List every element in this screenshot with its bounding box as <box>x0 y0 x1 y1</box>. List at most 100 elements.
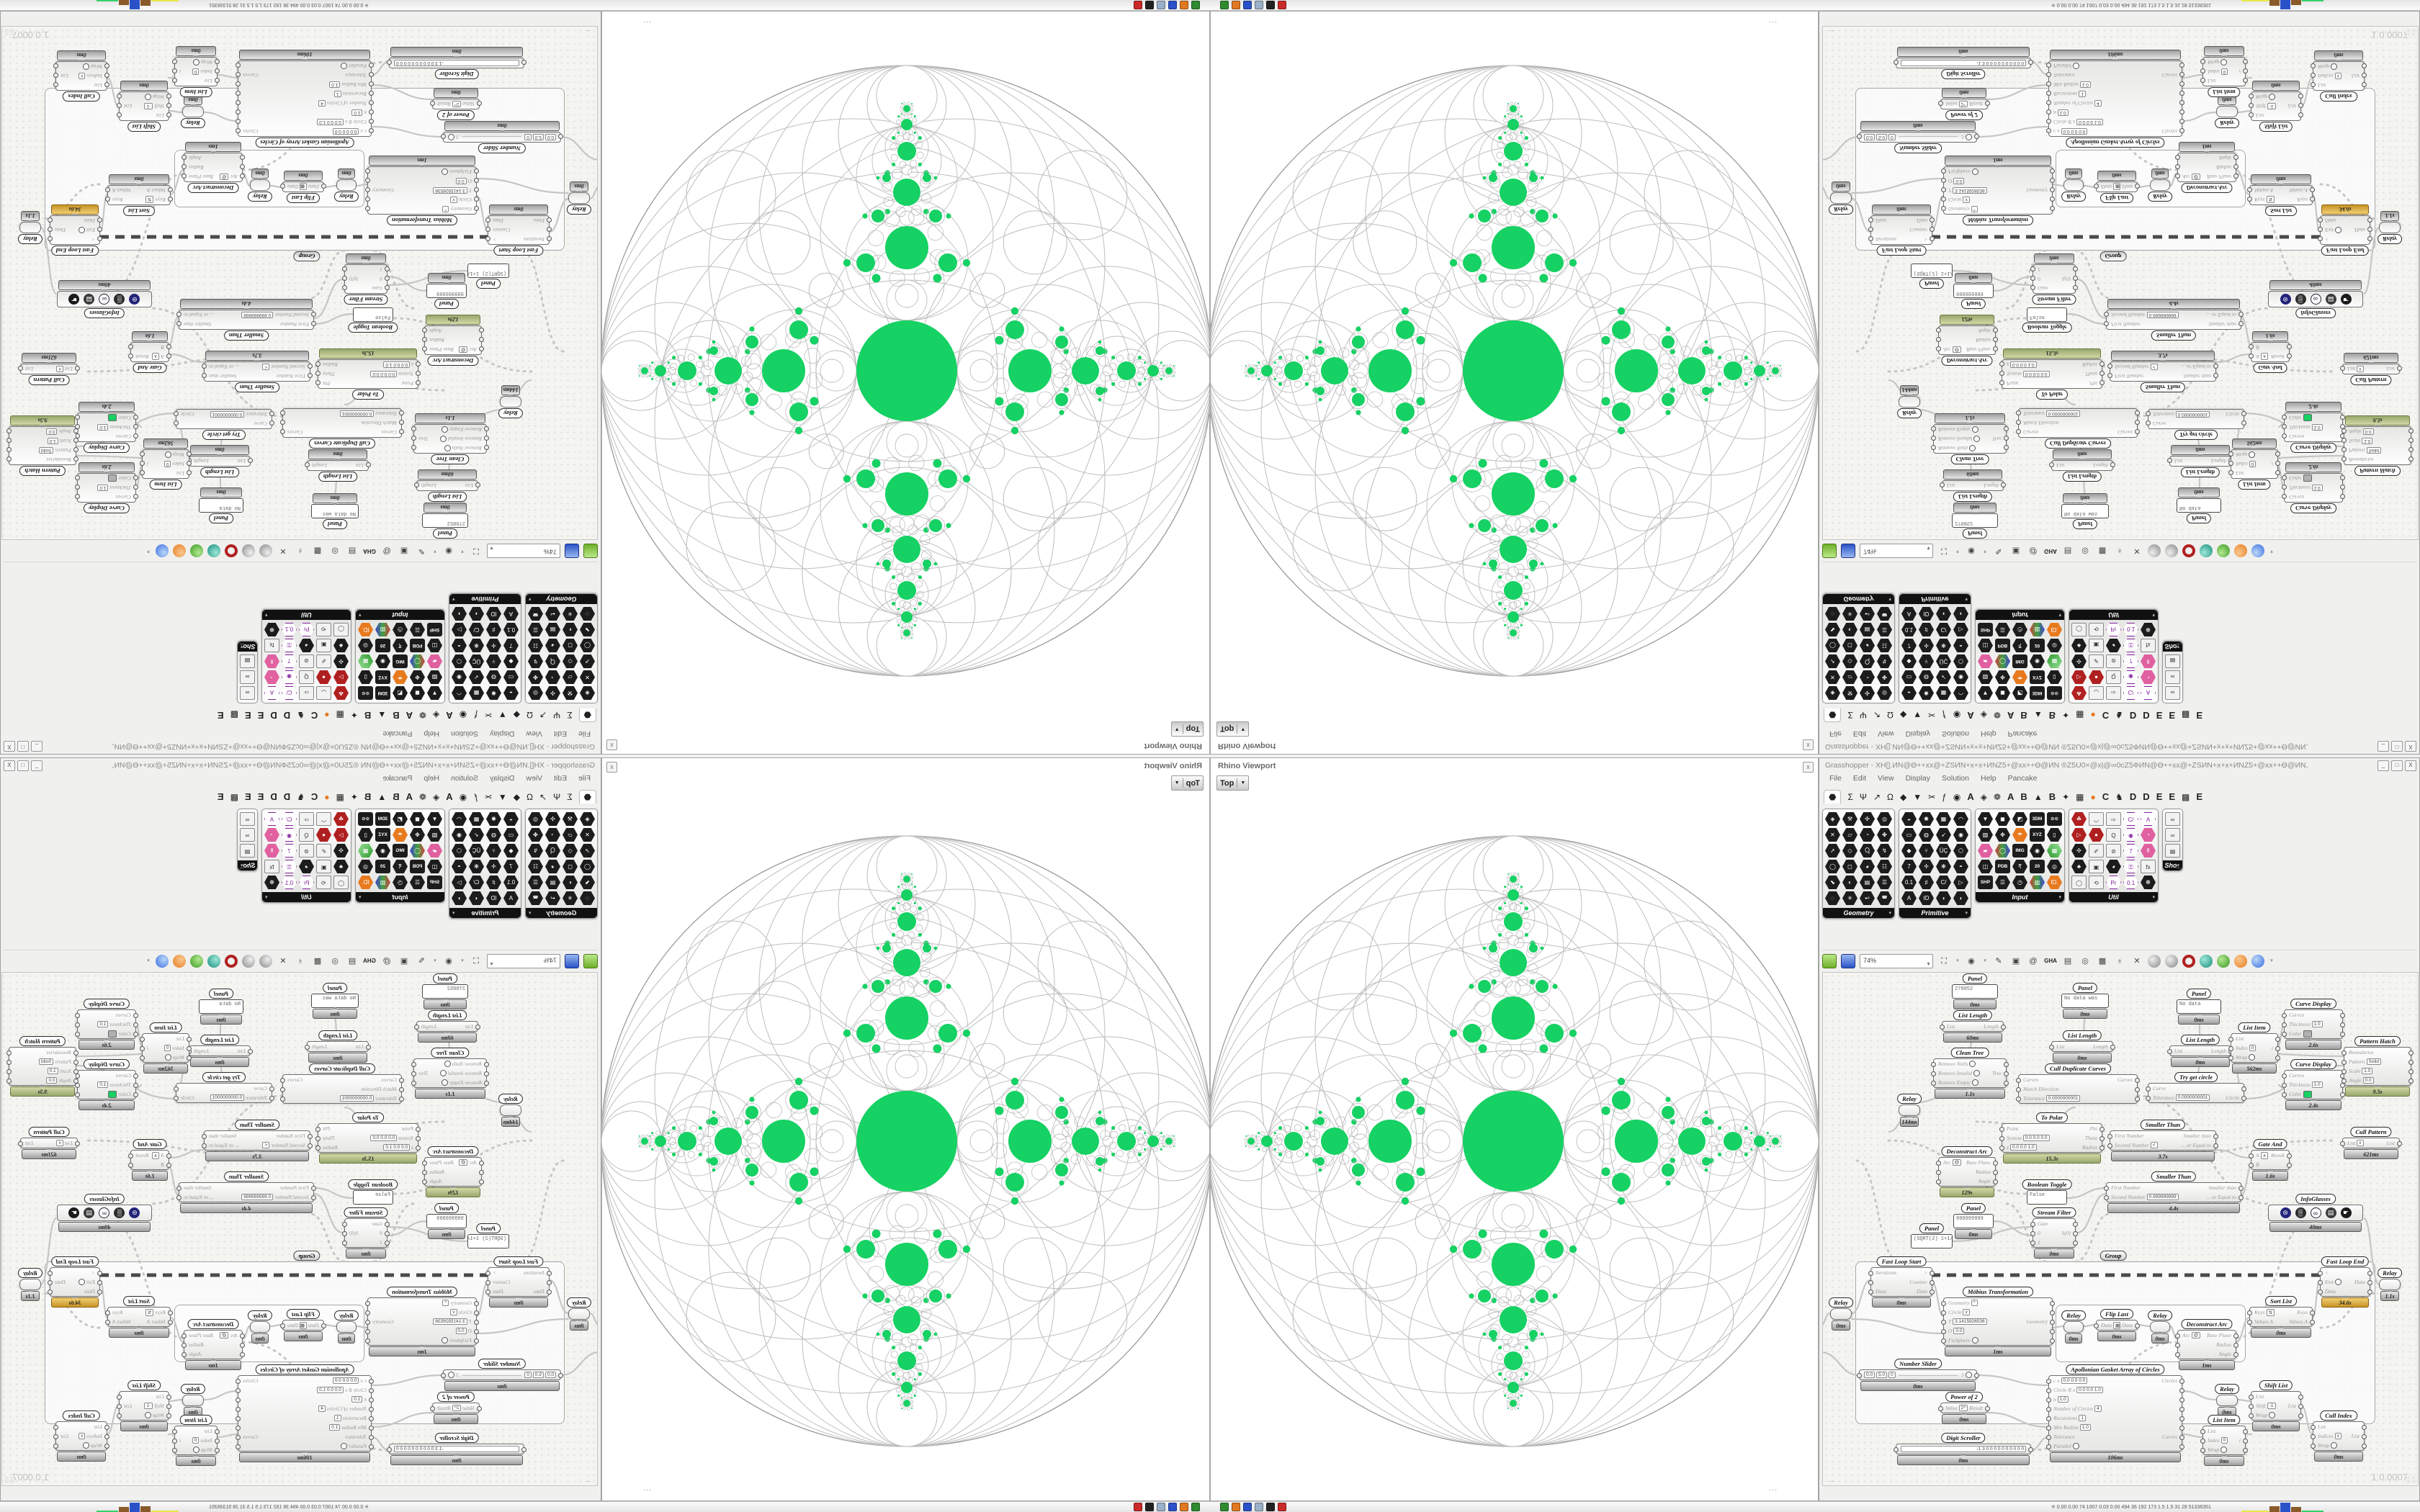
menu-item-edit[interactable]: Edit <box>553 774 568 783</box>
window-button[interactable]: □ <box>17 760 29 771</box>
toolbar-icon-note[interactable]: ▤ <box>2063 546 2072 555</box>
component-icon[interactable]: ID. <box>2047 876 2062 889</box>
category-tab[interactable]: ✦ <box>350 710 358 721</box>
component-icon[interactable]: ✤ <box>528 670 543 684</box>
toolbar-icon-note[interactable]: ▤ <box>2063 957 2072 966</box>
component-icon[interactable]: ◫ <box>1978 860 1993 873</box>
toolbar-icon-teal[interactable] <box>207 544 220 557</box>
component-icon[interactable]: ∞ <box>2165 670 2180 684</box>
component-icon[interactable]: ◒ <box>503 686 519 700</box>
component-icon[interactable]: ◉ <box>452 670 467 684</box>
gh-node-list-item[interactable]: List Item List Index 0 i Wrap 562ms <box>142 438 189 490</box>
component-icon[interactable]: ◉ <box>375 654 390 668</box>
component-icon[interactable]: ⚱ <box>2141 844 2156 858</box>
component-icon[interactable]: ⊙⊙ <box>358 812 373 826</box>
component-icon[interactable]: ◐ <box>1842 623 1857 636</box>
gh-node-m-bius-transformation[interactable]: Möbius Transformation Geometry ^ Circle v T 3.… <box>1941 1287 2055 1356</box>
component-icon[interactable]: 7 <box>282 844 297 858</box>
gh-node-fast-loop-start[interactable]: Fast Loop Start Iterations > Counter Data Dat… <box>1868 1256 1935 1308</box>
component-icon[interactable]: ☷ <box>1877 860 1892 873</box>
toolbar-icon-save[interactable] <box>565 954 579 968</box>
component-icon[interactable]: ◔ <box>2141 828 2156 842</box>
component-icon[interactable]: ❋ <box>469 860 484 873</box>
tray-icon[interactable] <box>1220 1503 1229 1511</box>
menu-item-pancake[interactable]: Pancake <box>2007 729 2038 738</box>
tray-icon[interactable] <box>1243 1 1252 9</box>
gh-node-apollonian-gasket-array-of-circles[interactable]: Apollonian Gasket Array of Circles c x 0.0… <box>2046 1364 2184 1462</box>
component-icon[interactable]: ▦ <box>1936 812 1951 826</box>
component-icon[interactable]: ◖ <box>469 607 484 621</box>
component-icon[interactable]: ▷ <box>1953 876 1968 889</box>
gh-node-stream-filter[interactable]: Stream Filter Gate 0 S(0) 1 0ms <box>344 1207 388 1259</box>
toolbar-icon-bal[interactable]: ♁ <box>2116 546 2123 555</box>
component-icon[interactable]: ✥ <box>410 670 425 684</box>
component-icon[interactable]: XYZ <box>375 828 390 842</box>
gh-node-panel[interactable]: Panel 279052 0ms <box>1952 973 1998 1009</box>
component-icon[interactable]: ◌ <box>580 607 595 621</box>
gh-node-relay[interactable]: Relay 0ms <box>1829 1297 1853 1331</box>
tray-icon[interactable] <box>1278 1 1286 9</box>
component-icon[interactable]: ◓ <box>452 860 467 873</box>
toolbar-icon-gray1[interactable] <box>242 544 255 557</box>
gh-node-relay[interactable]: Relay 1.1s <box>18 1268 42 1301</box>
category-tab[interactable]: B <box>2020 710 2027 721</box>
category-tab[interactable]: ❁ <box>1993 791 2002 802</box>
gh-node-panel[interactable]: Panel 999999999 0ms <box>1953 1203 1994 1239</box>
component-icon[interactable]: 3DM <box>2030 812 2045 826</box>
component-icon[interactable]: ➚ <box>1825 654 1840 668</box>
category-tab[interactable]: D <box>2129 710 2137 721</box>
gh-node-curve-display[interactable]: Curve Display Curves Thickness 1.0 Color 2.6s <box>2282 999 2345 1050</box>
gh-node-shift-list[interactable]: Shift List List Shift -1 List Wrap 0ms <box>2249 1380 2303 1431</box>
component-icon[interactable]: ▰ <box>1978 654 1993 668</box>
gh-node-try-get-circle[interactable]: Try get circle Curve Tolerance 0.0000000001… <box>176 1072 272 1103</box>
gh-node-curve-display[interactable]: Curve Display Curves Thickness 1.0 Color 2.4s <box>2282 1059 2345 1110</box>
gh-node-list-item[interactable]: List Item List Index 0 i Wrap 562ms <box>2231 438 2278 490</box>
component-icon[interactable]: ◈ <box>1825 812 1840 826</box>
gh-node-list-length[interactable]: List Length List Length 0ms <box>307 449 369 482</box>
gh-node-gate-and[interactable]: Gate And A ∧ Result B 1.6s <box>2251 331 2290 373</box>
component-icon[interactable]: ◎ <box>2047 860 2062 873</box>
gh-node-infoglasses[interactable]: InfoGlasses ⊜ ▒ ∞ ▤ ☛ 40ms <box>57 1194 152 1232</box>
component-icon[interactable]: ➚ <box>1825 844 1840 858</box>
toolbar-icon-bal[interactable]: ♁ <box>2116 957 2123 966</box>
component-icon[interactable]: ◐ <box>563 876 578 889</box>
component-icon[interactable]: ◩ <box>393 686 408 700</box>
gh-node-list-length[interactable]: List Length List Length 0ms <box>2167 1035 2233 1067</box>
gh-node-smaller-than[interactable]: Smaller Than First Number Smaller than Seco… <box>2107 1120 2218 1161</box>
category-tab[interactable]: A <box>1967 791 1974 802</box>
gh-node-list-length[interactable]: List Length List Length 0ms <box>189 445 251 477</box>
toolbar-icon-ring[interactable] <box>2182 544 2195 557</box>
category-tab[interactable]: E <box>2196 710 2203 721</box>
component-icon[interactable]: ➶ <box>1936 670 1951 684</box>
category-tab[interactable]: Ω <box>526 791 533 802</box>
menu-item-solution[interactable]: Solution <box>1942 774 1969 783</box>
component-icon[interactable]: ⚱ <box>264 654 279 668</box>
gh-node-shift-list[interactable]: Shift List List Shift -1 List Wrap 0ms <box>119 1380 169 1431</box>
component-icon[interactable]: ☸ <box>2141 876 2156 889</box>
component-icon[interactable]: 7 <box>1901 860 1917 873</box>
gh-node-relay[interactable]: Relay 0ms <box>181 95 205 128</box>
component-icon[interactable]: ◎ <box>1877 812 1892 826</box>
window-button[interactable]: X <box>2405 760 2416 771</box>
gh-node-smaller-than[interactable]: Smaller Than First Number Smaller than Seco… <box>204 1120 310 1161</box>
component-icon[interactable]: ▤ <box>1860 876 1875 889</box>
gh-node-relay[interactable]: Relay 1.1s <box>2378 1268 2402 1301</box>
component-icon[interactable]: ◉ <box>1953 670 1968 684</box>
component-icon[interactable]: ▱ <box>1842 828 1857 842</box>
component-icon[interactable]: 0.1 <box>503 623 519 636</box>
tray-icon[interactable] <box>1180 1503 1188 1511</box>
component-icon[interactable]: ◫ <box>1978 639 1993 652</box>
window-button[interactable]: □ <box>17 741 29 752</box>
component-icon[interactable]: ÜÇ <box>1936 654 1951 668</box>
category-tab[interactable]: D <box>283 710 291 721</box>
category-tab[interactable]: ↗ <box>539 791 547 802</box>
gh-node-fast-loop-end[interactable]: Fast Loop End < Exit Data Data 34.6s <box>2318 1256 2372 1308</box>
gh-node-to-polar[interactable]: To Polar Point Phi System 0.0 0.0 0.0 Theta z 0… <box>318 348 418 400</box>
category-tab[interactable]: ↗ <box>539 710 547 721</box>
gh-canvas[interactable]: 1.0.0007 ⣿⣿ ... Group Panel 279052 0ms List … <box>1822 972 2419 1486</box>
component-icon[interactable]: Q <box>299 828 314 842</box>
component-icon[interactable]: ♯ <box>1919 876 1934 889</box>
gh-node-panel[interactable]: Panel No data was 0ms <box>311 983 359 1019</box>
category-tab[interactable]: A <box>2007 791 2015 802</box>
toolbar-icon-gray1[interactable] <box>2165 544 2178 557</box>
